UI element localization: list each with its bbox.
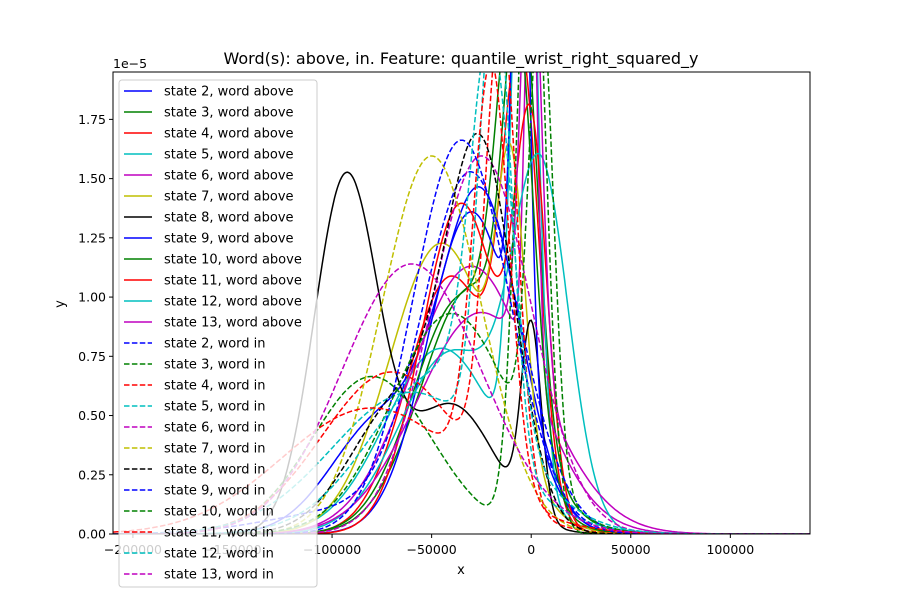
legend-label: state 12, word above bbox=[164, 295, 302, 310]
legend-label: state 5, word in bbox=[164, 400, 266, 415]
legend-label: state 2, word in bbox=[164, 337, 266, 352]
legend-label: state 9, word above bbox=[164, 232, 294, 247]
legend-label: state 10, word above bbox=[164, 253, 302, 268]
y-axis-label: y bbox=[53, 300, 68, 308]
x-tick-label: 0 bbox=[527, 542, 535, 557]
legend-label: state 5, word above bbox=[164, 148, 294, 163]
legend-label: state 10, word in bbox=[164, 505, 274, 520]
legend-label: state 8, word above bbox=[164, 211, 294, 226]
x-tick-label: −100000 bbox=[303, 542, 361, 557]
legend-label: state 3, word above bbox=[164, 106, 294, 121]
y-scale-label: 1e−5 bbox=[113, 56, 147, 71]
plot-frame bbox=[112, 71, 811, 535]
y-tick-label: 1.00 bbox=[78, 290, 106, 305]
legend-label: state 4, word in bbox=[164, 379, 266, 394]
legend-label: state 9, word in bbox=[164, 484, 266, 499]
legend-label: state 11, word above bbox=[164, 274, 302, 289]
series-line-18 bbox=[113, 155, 810, 534]
legend-label: state 13, word in bbox=[164, 568, 274, 583]
legend: state 2, word above state 3, word above st… bbox=[118, 79, 318, 588]
legend-label: state 7, word above bbox=[164, 190, 294, 205]
series-line-3 bbox=[113, 72, 810, 534]
x-tick-label: 100000 bbox=[706, 542, 754, 557]
legend-label: state 8, word in bbox=[164, 463, 266, 478]
legend-label: state 3, word in bbox=[164, 358, 266, 373]
y-tick-label: 0.00 bbox=[78, 527, 106, 542]
chart-title: Word(s): above, in. Feature: quantile_wr… bbox=[223, 49, 698, 69]
series-line-19 bbox=[113, 132, 810, 534]
legend-label: state 7, word in bbox=[164, 442, 266, 457]
legend-box bbox=[118, 79, 318, 588]
legend-label: state 11, word in bbox=[164, 526, 274, 541]
y-tick-label: 1.75 bbox=[78, 112, 106, 127]
x-tick-label: 50000 bbox=[611, 542, 651, 557]
legend-label: state 2, word above bbox=[164, 85, 294, 100]
legend-label: state 6, word above bbox=[164, 169, 294, 184]
series-line-10 bbox=[113, 103, 810, 534]
x-axis-label: x bbox=[457, 563, 465, 578]
legend-label: state 12, word in bbox=[164, 547, 274, 562]
series-line-20 bbox=[113, 139, 810, 534]
series-line-9 bbox=[113, 72, 810, 534]
legend-label: state 13, word above bbox=[164, 316, 302, 331]
x-tick-label: −50000 bbox=[407, 542, 457, 557]
legend-label: state 4, word above bbox=[164, 127, 294, 142]
y-tick-label: 0.75 bbox=[78, 349, 106, 364]
y-tick-label: 1.50 bbox=[78, 171, 106, 186]
y-tick-label: 1.25 bbox=[78, 230, 106, 245]
series-line-14 bbox=[113, 72, 810, 534]
y-tick-label: 0.25 bbox=[78, 467, 106, 482]
y-tick-label: 0.50 bbox=[78, 408, 106, 423]
legend-label: state 6, word in bbox=[164, 421, 266, 436]
series-line-15 bbox=[113, 72, 810, 534]
